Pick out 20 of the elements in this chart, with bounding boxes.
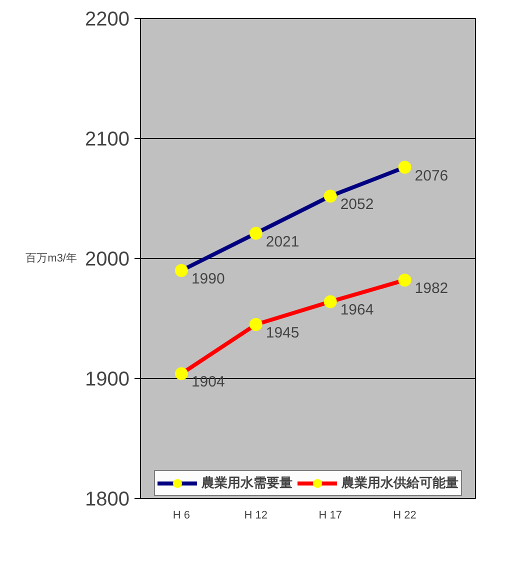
x-tick-label: H 17 bbox=[318, 510, 342, 522]
y-tick-label: 1800 bbox=[85, 488, 130, 510]
legend-label: 農業用水供給可能量 bbox=[342, 474, 458, 492]
y-tick-label: 2000 bbox=[85, 248, 130, 270]
data-label: 2076 bbox=[414, 167, 448, 184]
y-tick-label: 2100 bbox=[85, 128, 130, 150]
data-label: 1990 bbox=[191, 270, 225, 288]
data-label: 2052 bbox=[340, 196, 374, 214]
x-tick-label: H 22 bbox=[393, 510, 416, 522]
y-axis-title: 百万m3/年 bbox=[26, 252, 78, 264]
legend-label: 農業用水需要量 bbox=[202, 474, 292, 492]
data-label: 1945 bbox=[266, 324, 300, 342]
x-tick-label: H 12 bbox=[244, 510, 268, 522]
data-label: 1982 bbox=[414, 280, 448, 298]
data-label: 1964 bbox=[340, 302, 374, 319]
y-tick-label: 1900 bbox=[85, 368, 130, 390]
x-tick-label: H 6 bbox=[172, 510, 190, 522]
data-label: 1904 bbox=[191, 374, 225, 391]
data-label: 2021 bbox=[266, 233, 300, 250]
y-tick-label: 2200 bbox=[85, 8, 130, 30]
